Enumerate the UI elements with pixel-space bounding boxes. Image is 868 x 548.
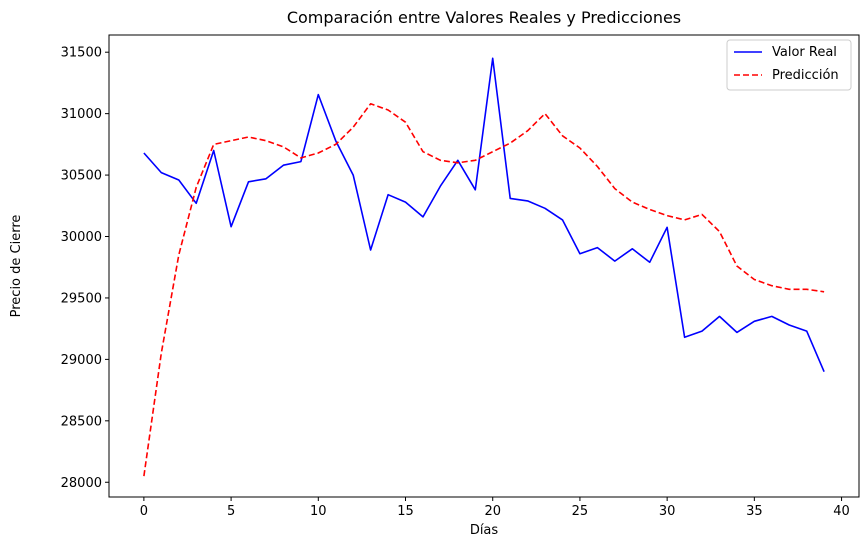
legend-label-valor-real: Valor Real (772, 45, 837, 60)
y-tick-label: 28500 (61, 414, 102, 429)
x-tick-label: 40 (833, 504, 850, 519)
x-tick-label: 10 (310, 504, 327, 519)
y-axis-label: Precio de Cierre (9, 215, 24, 318)
x-axis: 0 5 10 15 20 25 30 35 40 (140, 497, 850, 519)
series-lines (143, 57, 825, 477)
x-tick-label: 20 (484, 504, 501, 519)
y-tick-label: 28000 (61, 476, 102, 491)
y-tick-label: 30500 (61, 169, 102, 184)
y-tick-label: 29000 (61, 353, 102, 368)
plot-area (108, 34, 860, 498)
legend: Valor Real Predicción (726, 39, 852, 91)
series-line-1 (143, 103, 825, 477)
x-tick-label: 0 (140, 504, 148, 519)
x-tick-label: 35 (746, 504, 763, 519)
x-tick-label: 15 (397, 504, 414, 519)
y-tick-label: 29500 (61, 291, 102, 306)
series-line-0 (143, 57, 825, 373)
y-tick-label: 30000 (61, 230, 102, 245)
x-axis-label: Días (470, 523, 499, 538)
x-tick-label: 5 (227, 504, 235, 519)
y-tick-label: 31000 (61, 107, 102, 122)
x-tick-label: 30 (659, 504, 676, 519)
legend-label-prediccion: Predicción (772, 68, 839, 83)
y-tick-label: 31500 (61, 46, 102, 61)
x-tick-label: 25 (572, 504, 589, 519)
chart-title: Comparación entre Valores Reales y Predi… (287, 8, 681, 27)
y-axis: 28000 28500 29000 29500 30000 30500 31000 31500 (61, 46, 109, 491)
